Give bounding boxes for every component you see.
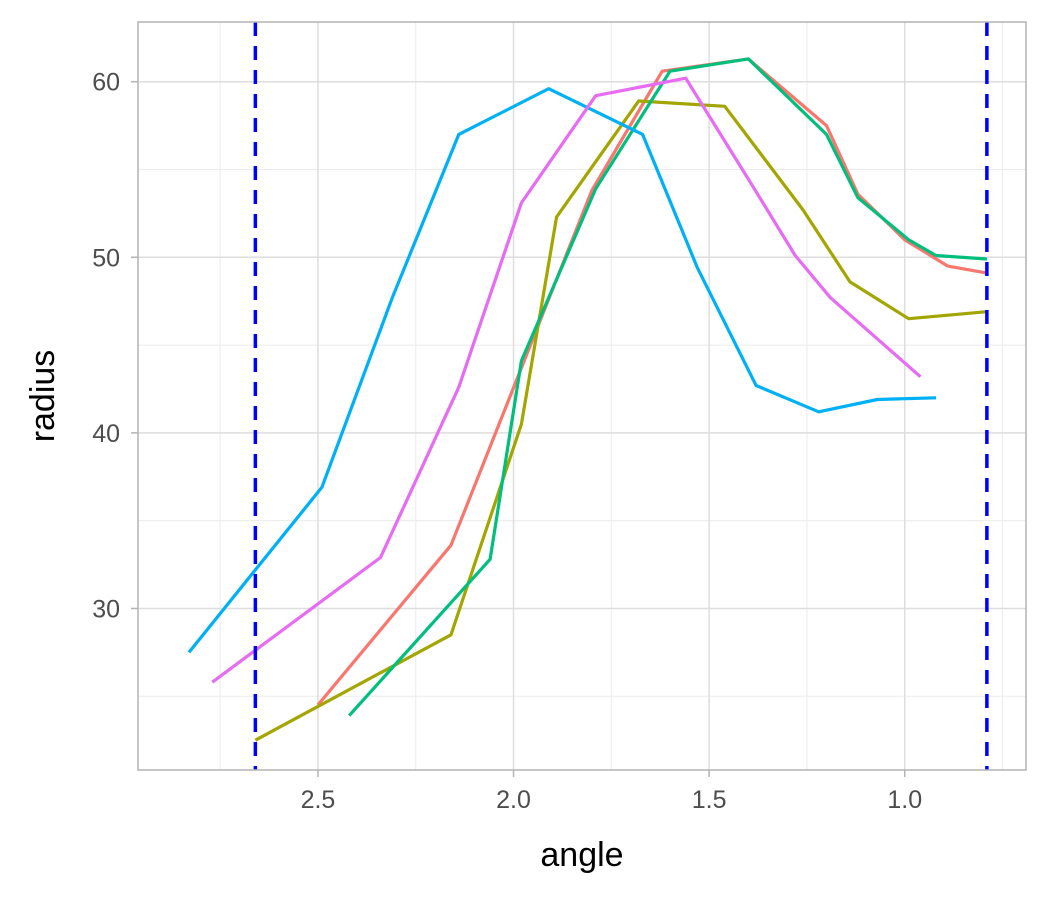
x-axis-ticks: 2.5 2.0 1.5 1.0	[301, 770, 922, 814]
y-axis-ticks: 30 40 50 60	[92, 69, 138, 623]
y-tick-label: 40	[92, 420, 120, 448]
series-layer	[187, 57, 988, 742]
series-line-5	[211, 76, 922, 684]
x-tick-label: 2.0	[496, 786, 531, 814]
x-tick-label: 1.0	[887, 786, 922, 814]
grid-minor	[138, 22, 1026, 770]
x-tick-label: 1.5	[692, 786, 727, 814]
x-axis-title: angle	[540, 836, 623, 874]
y-axis-title: radius	[24, 350, 62, 443]
series-line-2	[254, 99, 988, 742]
y-tick-label: 30	[92, 595, 120, 623]
series-line-3	[348, 57, 988, 717]
y-tick-label: 60	[92, 69, 120, 97]
x-tick-label: 2.5	[301, 786, 336, 814]
y-tick-label: 50	[92, 244, 120, 272]
reference-lines	[253, 22, 989, 770]
series-line-4	[187, 87, 937, 654]
panel-border	[137, 21, 1027, 771]
grid-major	[138, 22, 1026, 770]
